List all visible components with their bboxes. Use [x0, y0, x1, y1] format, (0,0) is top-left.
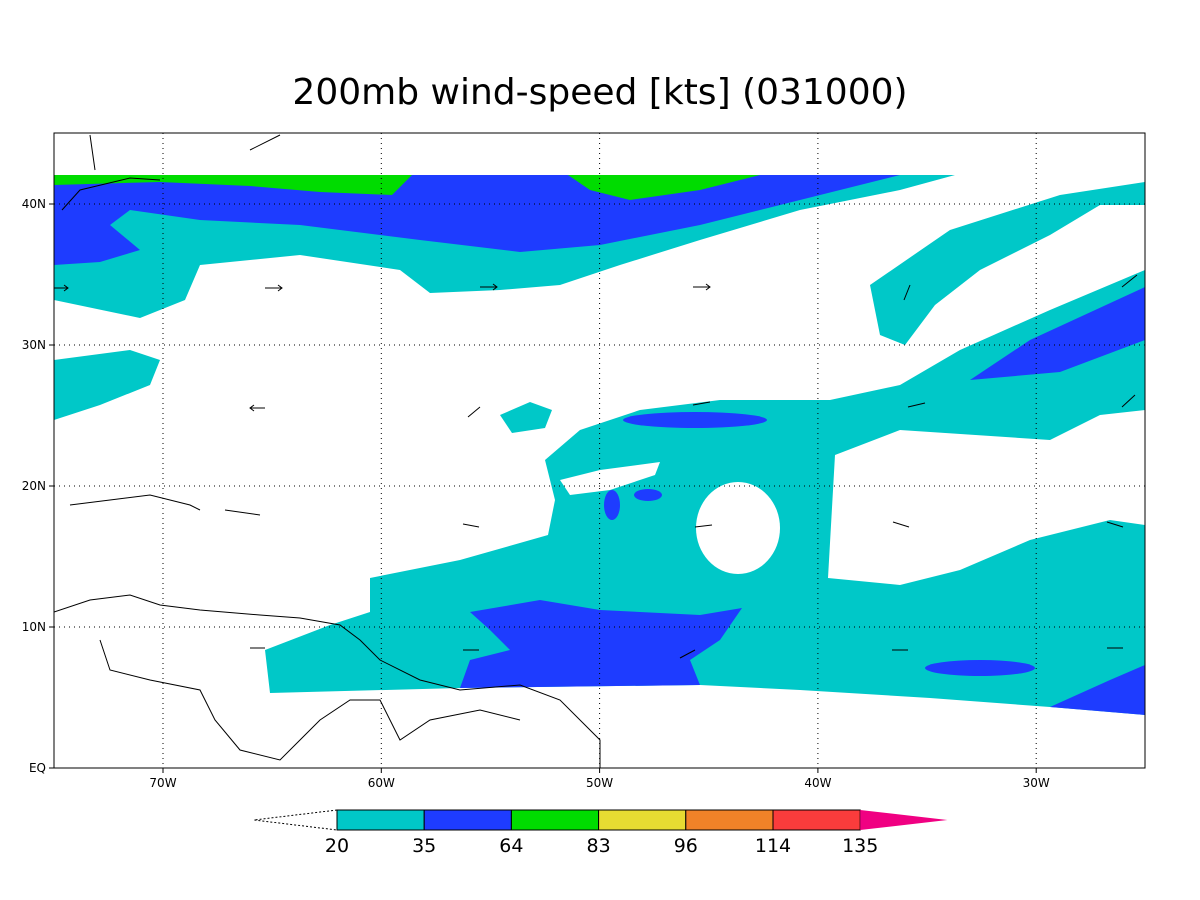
colorbar-label: 135 — [842, 835, 878, 857]
y-tick-label: EQ — [29, 761, 46, 775]
colorbar-label: 96 — [674, 835, 698, 857]
calm-region — [560, 462, 660, 495]
cyan-region — [265, 270, 1145, 715]
blue-region — [54, 175, 900, 265]
colorbar-label: 20 — [325, 835, 349, 857]
x-tick-label: 50W — [586, 776, 613, 790]
colorbar-box — [772, 809, 861, 831]
colorbar-right-triangle — [860, 810, 948, 830]
title: 200mb wind-speed [kts] (031000) — [292, 72, 907, 113]
colorbar-box — [423, 809, 512, 831]
blue-region — [634, 489, 662, 501]
blue-region — [970, 287, 1145, 380]
x-tick-label: 60W — [368, 776, 395, 790]
calm-region — [696, 482, 780, 574]
y-tick-label: 20N — [22, 479, 46, 493]
x-tick-label: 40W — [804, 776, 831, 790]
green-region — [54, 175, 412, 195]
colorbar-label: 83 — [587, 835, 611, 857]
colorbar-label: 64 — [499, 835, 523, 857]
blue-region — [460, 600, 742, 688]
coastline — [54, 134, 601, 768]
cyan-region — [54, 350, 160, 420]
colorbar-box — [510, 809, 600, 831]
colorbar-box — [685, 809, 774, 831]
blue-region — [623, 412, 767, 428]
blue-region — [1050, 665, 1145, 715]
colorbar-box — [336, 809, 425, 831]
colorbar-left-triangle — [253, 809, 338, 831]
blue-region — [604, 490, 620, 520]
cyan-region — [870, 182, 1145, 345]
y-tick-label: 30N — [22, 338, 46, 352]
cyan-region — [500, 402, 552, 433]
green-region — [568, 175, 760, 200]
colorbar-label: 114 — [755, 835, 791, 857]
blue-region — [925, 660, 1035, 676]
y-tick-label: 40N — [22, 197, 46, 211]
colorbar: 20 35 64 83 96 114 135 — [253, 809, 948, 857]
grid: 70W 60W 50W 40W 30W EQ 10N 20N 30N 40N — [22, 133, 1145, 790]
wind-field — [54, 134, 1145, 768]
colorbar-label: 35 — [412, 835, 436, 857]
wind-arrows — [54, 274, 1138, 659]
colorbar-box — [598, 809, 687, 831]
y-tick-label: 10N — [22, 620, 46, 634]
x-tick-label: 30W — [1023, 776, 1050, 790]
x-tick-label: 70W — [149, 776, 176, 790]
